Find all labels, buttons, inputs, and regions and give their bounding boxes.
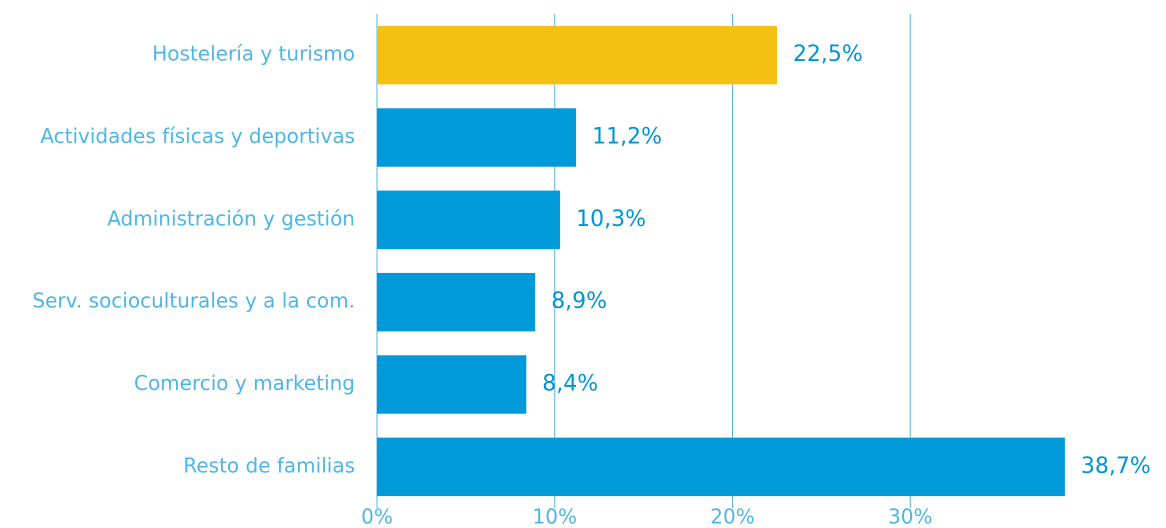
category-label: Actividades físicas y deportivas bbox=[40, 124, 355, 148]
category-label: Administración y gestión bbox=[107, 206, 355, 230]
x-tick-label: 0% bbox=[361, 505, 393, 528]
bar bbox=[377, 272, 536, 332]
bar bbox=[377, 108, 577, 167]
value-label: 22,5% bbox=[793, 42, 863, 67]
category-label: Hostelería y turismo bbox=[152, 42, 355, 66]
value-label: 8,9% bbox=[551, 289, 607, 314]
category-label: Comercio y marketing bbox=[134, 371, 355, 395]
x-tick-label: 30% bbox=[888, 505, 932, 528]
x-tick-label: 20% bbox=[710, 505, 754, 528]
x-tick-label: 10% bbox=[533, 505, 577, 528]
value-label: 10,3% bbox=[576, 207, 646, 232]
bar bbox=[377, 437, 1065, 497]
bar bbox=[377, 190, 561, 250]
value-label: 11,2% bbox=[592, 125, 662, 150]
category-label: Serv. socioculturales y a la com. bbox=[32, 289, 355, 313]
bar bbox=[377, 355, 527, 414]
bar bbox=[377, 25, 777, 85]
value-label: 38,7% bbox=[1081, 454, 1151, 479]
category-label: Resto de familias bbox=[183, 453, 355, 477]
value-label: 8,4% bbox=[542, 372, 598, 397]
